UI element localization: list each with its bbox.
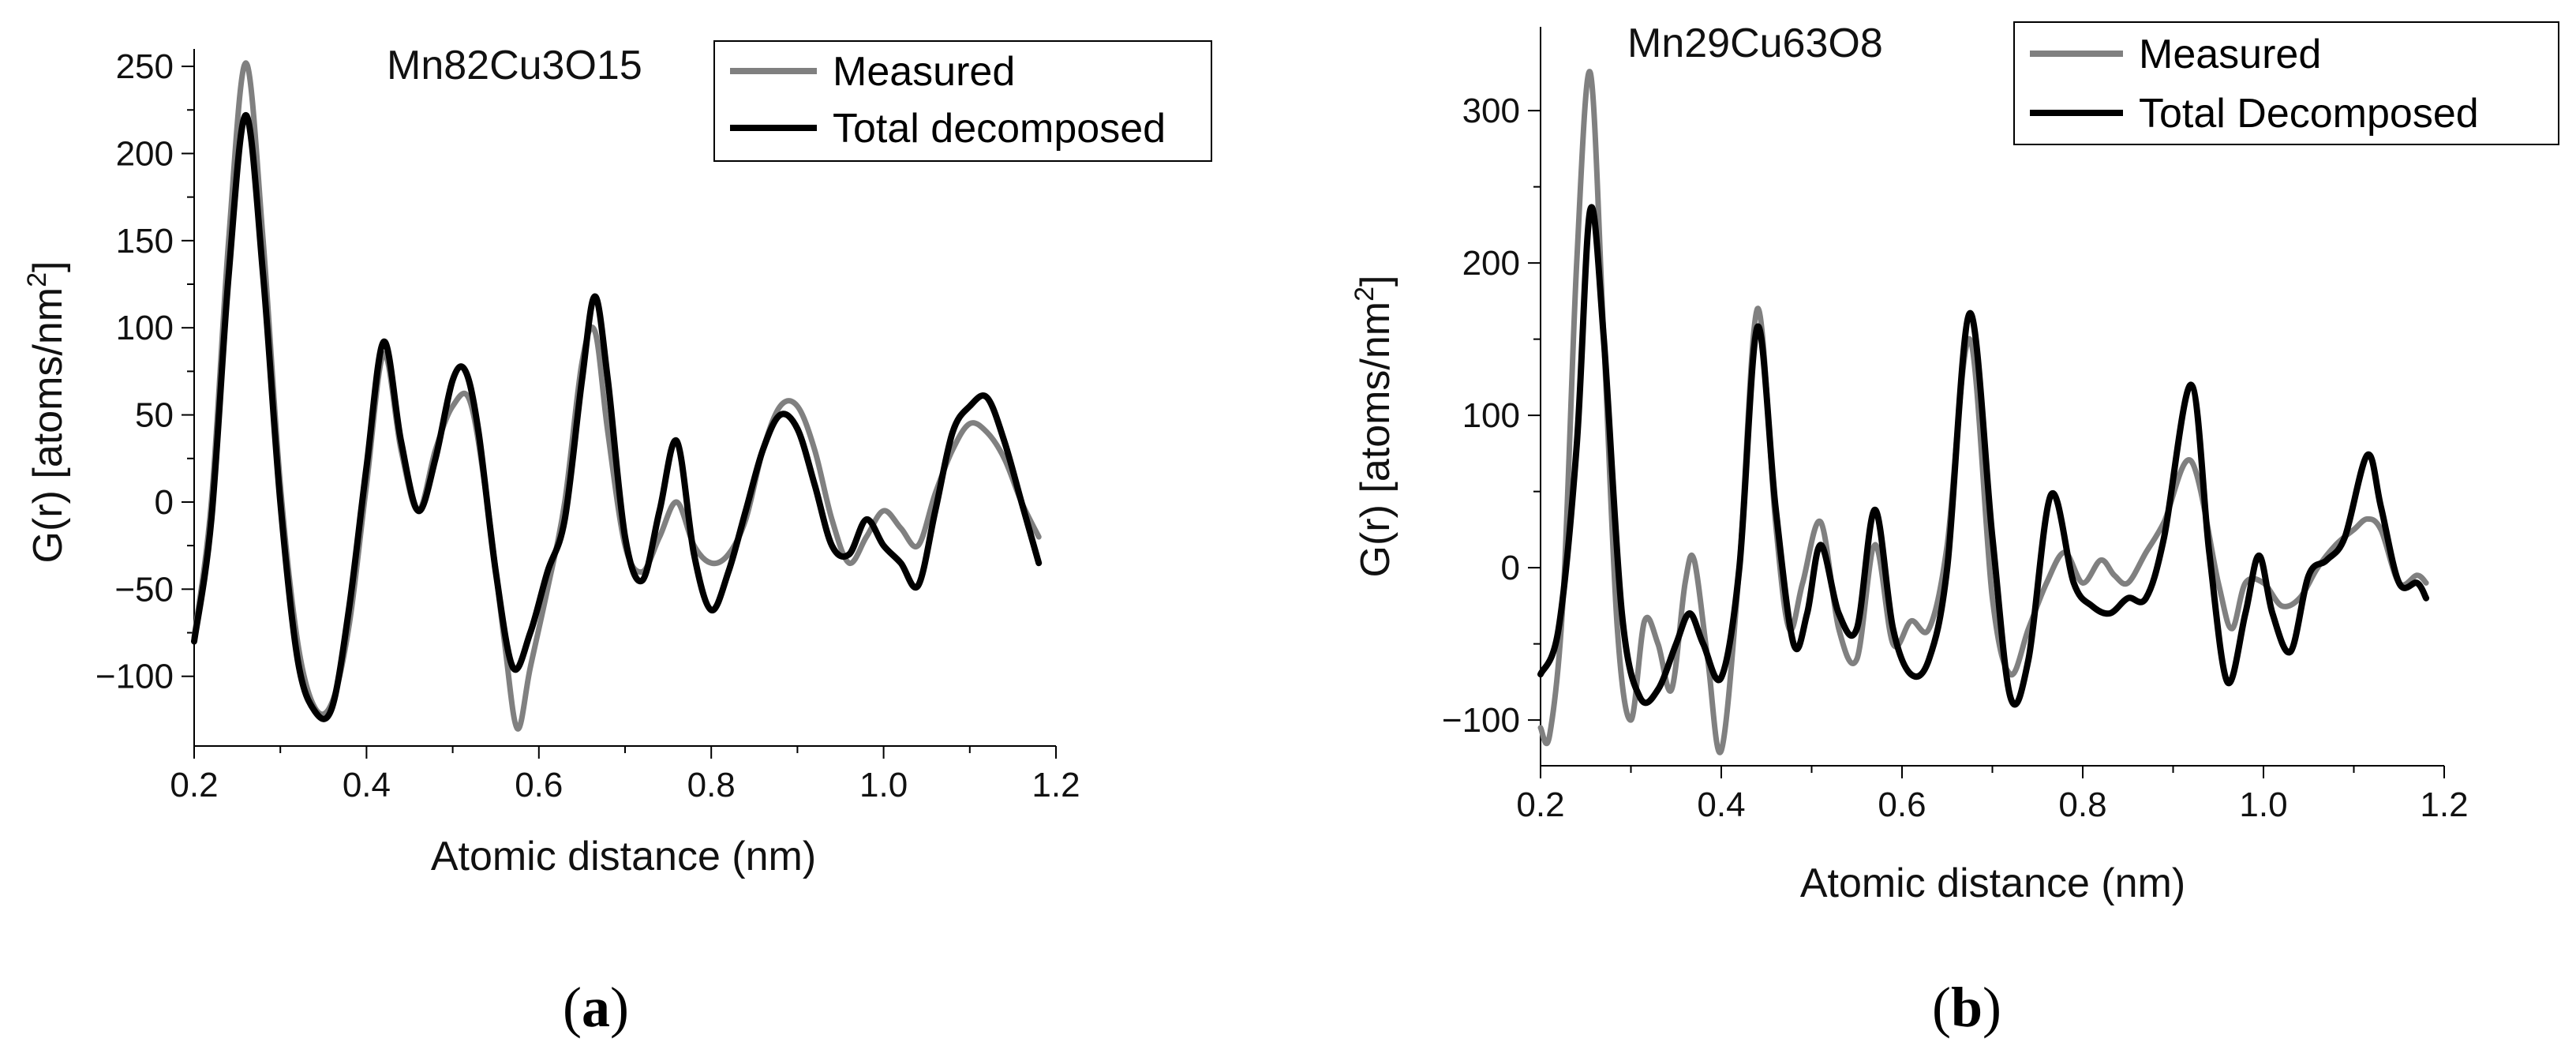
y-tick-label: 250 [116,47,174,86]
panel-label-a: (a) [563,976,629,1039]
x-tick-label: 1.0 [2239,785,2287,824]
panel-label-b: (b) [1932,976,2001,1039]
panel-label-a-open: ( [563,976,582,1039]
x-tick-label: 0.2 [1516,785,1564,824]
x-tick-label: 0.4 [343,766,391,804]
y-tick-label: 50 [135,396,174,435]
legend-label-decomposed-a: Total decomposed [833,106,1166,152]
y-axis-title-b: G(r) [atoms/nm2] [1350,276,1398,578]
y-tick-label: −100 [95,658,174,696]
x-tick-label: 0.8 [2058,785,2106,824]
series-line-decomposed-b [1537,204,2430,708]
panel-label-b-open: ( [1932,976,1951,1039]
y-tick-label: 150 [116,222,174,261]
y-tick-label: 0 [155,483,174,522]
x-tick-label: 1.2 [2420,785,2468,824]
legend-label-measured-a: Measured [833,49,1015,95]
y-tick-label: 0 [1501,549,1520,587]
x-tick-label: 0.2 [170,766,218,804]
y-tick-label: 200 [1462,244,1520,283]
series-line-measured-a [191,60,1042,732]
chart-title-a: Mn82Cu3O15 [387,43,642,88]
series-line-measured-b [1537,69,2429,755]
panel-label-b-close: ) [1983,976,2001,1039]
x-tick-label: 0.4 [1697,785,1745,824]
y-tick-label: −50 [114,570,174,609]
x-tick-label: 0.6 [1878,785,1926,824]
series-group-a [191,60,1043,732]
series-line-decomposed-a [191,111,1043,722]
y-axis-title-a: G(r) [atoms/nm2] [22,261,71,564]
x-axis-title-a: Atomic distance (nm) [431,834,816,879]
panel-label-a-letter: a [582,976,610,1039]
legend-b: Measured Total Decomposed [2013,21,2559,145]
x-tick-label: 0.8 [687,766,736,804]
series-group-b [1537,69,2430,755]
axes-a: 0.2 0.4 0.6 0.8 1.0 1.2 −100 −50 0 50 100 150 200 250 [95,47,1080,804]
legend-a: Measured Total decomposed [713,40,1212,162]
legend-box-b [2013,21,2559,145]
chart-panel-a: 0.2 0.4 0.6 0.8 1.0 1.2 −100 −50 0 50 100 150 200 250… [22,40,1212,1039]
x-tick-label: 1.2 [1032,766,1080,804]
x-tick-label: 1.0 [859,766,908,804]
chart-panel-b: 0.2 0.4 0.6 0.8 1.0 1.2 −100 0 100 200 300 Mn29Cu6… [1350,21,2559,1039]
x-tick-label: 0.6 [515,766,563,804]
legend-label-decomposed-b: Total Decomposed [2139,91,2479,137]
y-tick-label: 200 [116,134,174,173]
panel-label-b-letter: b [1951,976,1983,1039]
panel-label-a-close: ) [610,976,629,1039]
y-axis-title-close-a: ] [25,261,71,272]
y-tick-label: 100 [116,309,174,347]
legend-box-a [713,40,1212,162]
y-axis-title-sup-b: 2 [1350,287,1380,302]
y-axis-title-sup-a: 2 [22,272,52,287]
y-axis-title-close-b: ] [1353,276,1398,287]
chart-title-b: Mn29Cu63O8 [1627,21,1883,66]
axes-b: 0.2 0.4 0.6 0.8 1.0 1.2 −100 0 100 200 300 [1442,27,2469,824]
y-tick-label: 100 [1462,396,1520,435]
y-tick-label: −100 [1442,701,1520,740]
y-tick-label: 300 [1462,92,1520,130]
legend-label-measured-b: Measured [2139,32,2321,77]
x-axis-title-b: Atomic distance (nm) [1800,860,2185,906]
y-axis-title-main-a: G(r) [atoms/nm [25,287,71,564]
y-axis-title-main-b: G(r) [atoms/nm [1353,302,1398,578]
